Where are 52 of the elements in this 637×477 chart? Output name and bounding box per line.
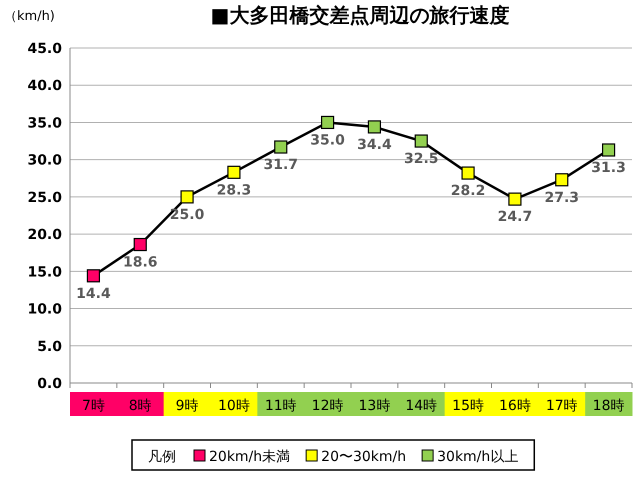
- data-label: 25.0: [170, 206, 205, 223]
- x-tick-label: 18時: [592, 398, 624, 414]
- chart-title: ■大多田橋交差点周辺の旅行速度: [210, 3, 510, 27]
- y-tick-label: 40.0: [27, 78, 62, 94]
- y-axis-title: （km/h): [4, 9, 55, 24]
- point: [461, 166, 475, 180]
- point: [227, 166, 241, 179]
- y-tick-label: 35.0: [27, 115, 62, 132]
- y-tick-label: 45.0: [27, 41, 62, 57]
- y-tick-label: 30.0: [27, 152, 62, 169]
- legend-label: 30km/h以上: [437, 449, 518, 465]
- y-tick-label: 5.0: [37, 338, 62, 355]
- data-label: 14.4: [76, 286, 111, 302]
- point: [602, 143, 616, 157]
- data-label: 28.3: [216, 182, 252, 198]
- x-tick-label: 16時: [499, 398, 531, 414]
- legend-title: 凡例: [148, 449, 176, 465]
- point: [508, 192, 522, 206]
- legend-label: 20km/h未満: [209, 449, 290, 465]
- point: [555, 173, 568, 186]
- x-tick-label: 11時: [264, 398, 297, 414]
- y-tick-label: 20.0: [27, 227, 62, 244]
- y-tick-label: 15.0: [27, 264, 62, 280]
- data-label: 34.4: [357, 136, 392, 153]
- point: [180, 190, 194, 204]
- y-tick-label: 25.0: [27, 190, 62, 206]
- y-tick-label: 0.0: [37, 376, 62, 392]
- point: [368, 120, 382, 134]
- data-label: 35.0: [310, 132, 346, 148]
- x-tick-label: 10時: [218, 398, 250, 414]
- data-label: 27.3: [544, 190, 580, 206]
- point: [86, 269, 100, 282]
- y-tick-label: 10.0: [27, 302, 62, 318]
- data-label: 18.6: [122, 254, 158, 271]
- point: [320, 116, 334, 130]
- data-label: 24.7: [498, 209, 532, 226]
- x-tick-label: 7時: [82, 398, 105, 414]
- data-label: 31.7: [263, 157, 298, 174]
- x-tick-label: 15時: [452, 398, 484, 414]
- data-label: 28.2: [450, 183, 486, 200]
- legend-label: 20〜30km/h: [321, 449, 406, 465]
- point: [274, 140, 288, 154]
- x-tick-label: 9時: [176, 398, 199, 414]
- data-label: 31.3: [591, 160, 626, 176]
- x-tick-label: 17時: [546, 398, 578, 414]
- data-label: 32.5: [404, 151, 439, 168]
- x-tick-label: 13時: [358, 398, 390, 414]
- x-tick-label: 12時: [312, 398, 344, 414]
- point: [134, 238, 147, 252]
- x-tick-label: 14時: [405, 398, 438, 414]
- x-tick-label: 8時: [128, 398, 152, 414]
- point: [414, 134, 428, 148]
